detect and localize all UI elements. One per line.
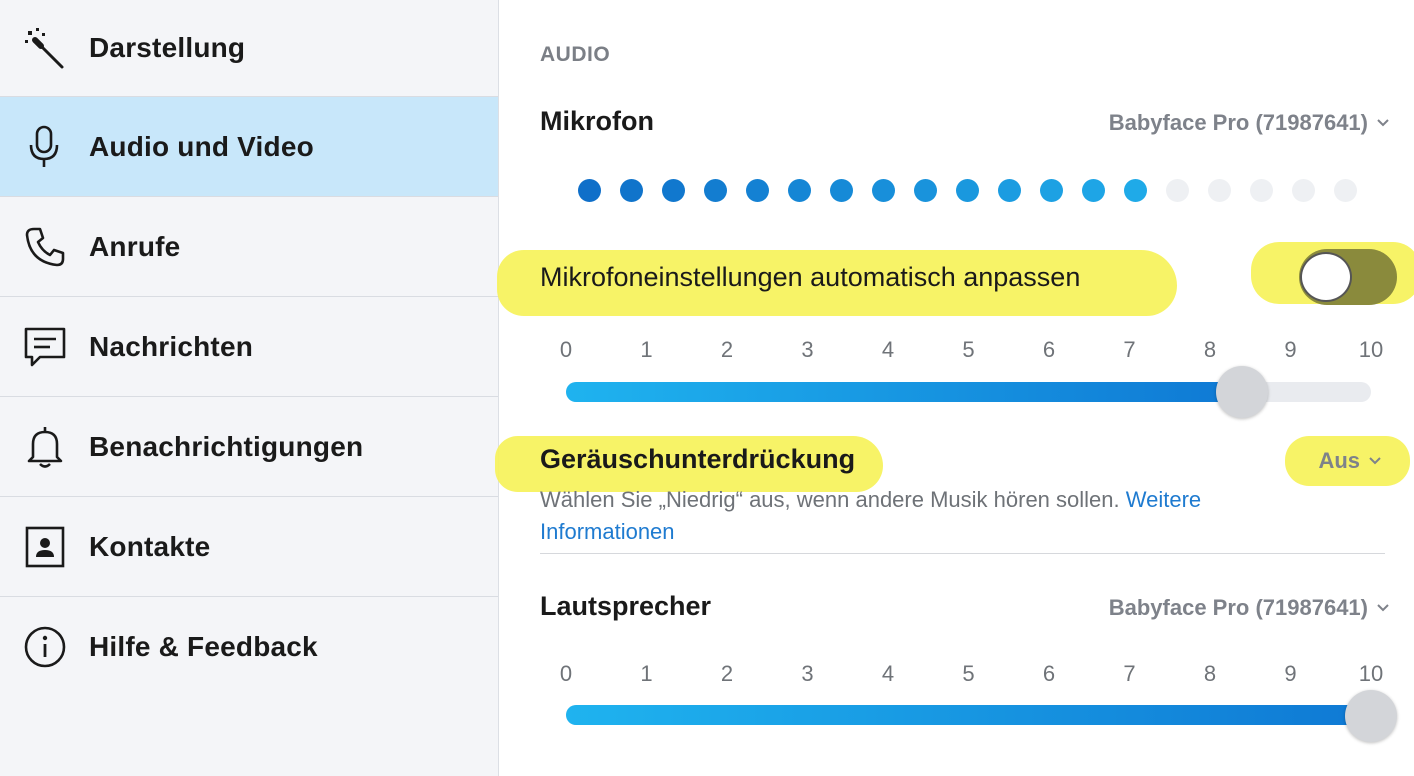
scale-tick-label: 6 (1042, 337, 1056, 362)
speaker-device-value: Babyface Pro (71987641) (1108, 595, 1368, 620)
level-dot (746, 179, 769, 202)
noise-suppression-description: Wählen Sie „Niedrig“ aus, wenn andere Mu… (540, 484, 1300, 548)
level-dot (620, 179, 643, 202)
speaker-volume-fill (566, 705, 1371, 725)
microphone-volume-fill (566, 382, 1243, 402)
highlighter-mark (1285, 436, 1410, 486)
sidebar-item-nachrichten[interactable]: Nachrichten (0, 297, 498, 397)
section-divider (540, 553, 1385, 554)
sidebar-item-anrufe[interactable]: Anrufe (0, 197, 498, 297)
scale-tick-label: 10 (1358, 337, 1384, 362)
info-icon (22, 624, 68, 670)
sidebar-item-audio-video[interactable]: Audio und Video (0, 97, 498, 197)
scale-tick-label: 3 (801, 337, 814, 362)
level-dot (1166, 179, 1189, 202)
level-dot (998, 179, 1021, 202)
noise-suppression-dropdown[interactable]: Aus (1318, 448, 1382, 474)
level-dot (1334, 179, 1357, 202)
scale-tick-label: 9 (1284, 337, 1297, 362)
level-dot (1124, 179, 1147, 202)
level-dot (578, 179, 601, 202)
highlighter-mark (497, 250, 1177, 316)
noise-suppression-value: Aus (1318, 448, 1360, 473)
microphone-volume-thumb[interactable] (1216, 366, 1269, 418)
level-dot (788, 179, 811, 202)
level-dot (704, 179, 727, 202)
level-dot (1292, 179, 1315, 202)
sidebar-item-benachrichtigungen[interactable]: Benachrichtigungen (0, 397, 498, 497)
sidebar-item-kontakte[interactable]: Kontakte (0, 497, 498, 597)
sidebar-item-label: Hilfe & Feedback (89, 631, 318, 662)
section-heading-audio: AUDIO (540, 43, 611, 66)
bell-icon (22, 424, 68, 470)
level-dot (1250, 179, 1273, 202)
scale-tick-label: 4 (881, 337, 895, 362)
description-text: Wählen Sie „Niedrig“ aus, wenn andere Mu… (540, 487, 1120, 512)
contact-card-icon (22, 524, 68, 570)
message-icon (22, 324, 68, 370)
scale-tick-label: 2 (720, 337, 734, 362)
scale-tick-label: 5 (962, 337, 975, 362)
microphone-icon (22, 124, 68, 170)
speaker-device-dropdown[interactable]: Babyface Pro (71987641) (1109, 595, 1390, 621)
level-dot (1082, 179, 1105, 202)
scale-tick-label: 10 (1358, 661, 1384, 686)
level-dot (956, 179, 979, 202)
scale-tick-label: 3 (801, 661, 814, 686)
scale-tick-label: 6 (1042, 661, 1056, 686)
sidebar-item-hilfe-feedback[interactable]: Hilfe & Feedback (0, 597, 498, 697)
speaker-volume-thumb[interactable] (1345, 690, 1397, 742)
level-dot (830, 179, 853, 202)
auto-adjust-toggle[interactable] (1299, 249, 1397, 305)
scale-tick-label: 1 (640, 661, 653, 686)
noise-suppression-title: Geräuschunterdrückung (540, 444, 856, 474)
sidebar-item-label: Nachrichten (89, 330, 254, 362)
chevron-down-icon (1377, 604, 1389, 612)
scale-tick-label: 0 (559, 337, 573, 362)
sidebar-item-label: Kontakte (89, 530, 211, 562)
sidebar-item-darstellung[interactable]: Darstellung (0, 0, 498, 97)
phone-icon (22, 224, 68, 270)
sidebar-item-label: Anrufe (89, 230, 181, 262)
more-info-link[interactable]: Weitere Informationen (540, 487, 1202, 544)
scale-tick-label: 9 (1284, 661, 1297, 686)
audio-video-settings-panel: AUDIO Mikrofon Babyface Pro (71987641) M… (495, 0, 1414, 776)
level-dot (1040, 179, 1063, 202)
level-dot (662, 179, 685, 202)
scale-tick-label: 8 (1203, 661, 1217, 686)
scale-tick-label: 0 (559, 661, 573, 686)
scale-tick-label: 7 (1123, 661, 1136, 686)
settings-sidebar: Darstellung Audio und Video Anrufe (0, 0, 499, 776)
microphone-device-value: Babyface Pro (71987641) (1108, 110, 1368, 135)
auto-adjust-label: Mikrofoneinstellungen automatisch anpass… (540, 262, 1081, 292)
speaker-title: Lautsprecher (540, 591, 712, 621)
microphone-title: Mikrofon (540, 106, 654, 136)
scale-tick-label: 5 (962, 661, 975, 686)
chevron-down-icon (1369, 457, 1381, 465)
level-dot (872, 179, 895, 202)
chevron-down-icon (1377, 119, 1389, 127)
sidebar-item-label: Audio und Video (89, 130, 314, 162)
scale-tick-label: 2 (720, 661, 734, 686)
scale-tick-label: 7 (1123, 337, 1136, 362)
level-dot (1208, 179, 1231, 202)
magic-wand-icon (22, 25, 68, 71)
scale-tick-label: 8 (1203, 337, 1217, 362)
scale-tick-label: 1 (640, 337, 653, 362)
sidebar-item-label: Benachrichtigungen (89, 430, 364, 462)
microphone-device-dropdown[interactable]: Babyface Pro (71987641) (1109, 110, 1390, 136)
scale-tick-label: 4 (881, 661, 895, 686)
toggle-knob (1300, 252, 1352, 302)
highlighter-mark (495, 436, 883, 492)
sidebar-item-label: Darstellung (89, 32, 246, 63)
level-dot (914, 179, 937, 202)
